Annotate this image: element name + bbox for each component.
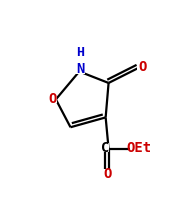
Bar xyxy=(47,94,57,104)
Text: O: O xyxy=(138,60,147,74)
Bar xyxy=(137,62,148,72)
Text: O: O xyxy=(48,92,56,106)
Bar xyxy=(101,143,109,152)
Text: H: H xyxy=(76,46,84,59)
Text: O: O xyxy=(104,167,112,181)
Bar xyxy=(129,143,149,153)
Bar xyxy=(103,169,113,179)
Text: C: C xyxy=(101,141,109,155)
Text: N: N xyxy=(76,62,84,76)
Text: OEt: OEt xyxy=(126,141,152,155)
Bar xyxy=(75,64,85,74)
